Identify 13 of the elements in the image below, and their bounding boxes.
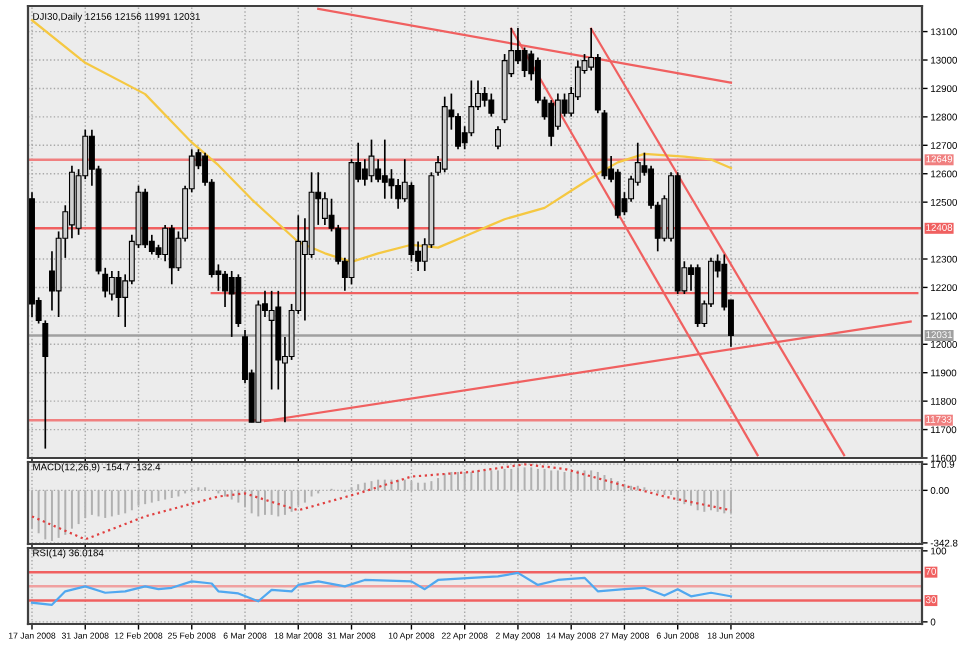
- candlestick: [228, 270, 235, 338]
- candlestick: [495, 125, 501, 151]
- candlestick: [381, 138, 388, 200]
- candlestick: [268, 290, 275, 391]
- candlestick: [108, 270, 115, 302]
- candlestick: [488, 92, 495, 118]
- line-series: [30, 19, 733, 263]
- candlestick: [368, 138, 375, 184]
- line-series: [30, 463, 733, 541]
- candlestick: [548, 99, 555, 147]
- candlestick: [168, 224, 175, 286]
- line-series: [30, 571, 733, 606]
- candlestick: [162, 224, 169, 263]
